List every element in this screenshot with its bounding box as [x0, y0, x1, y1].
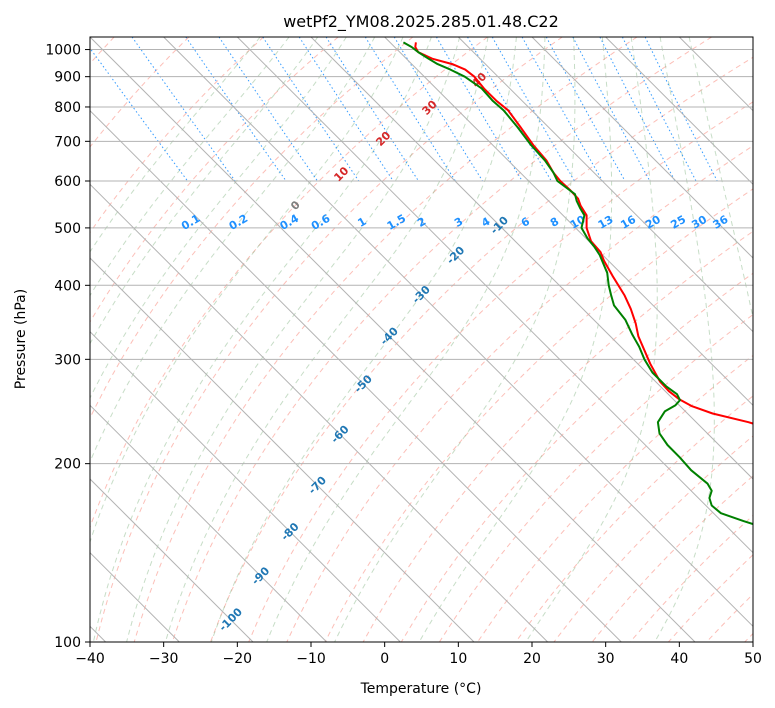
y-tick-label: 1000 — [45, 43, 81, 59]
y-tick-label: 900 — [54, 70, 81, 86]
mixing-ratio-line — [131, 37, 236, 182]
mixing-ratio-line — [364, 37, 456, 182]
mixing-ratio-line — [599, 37, 676, 182]
y-axis-label: Pressure (hPa) — [13, 289, 29, 389]
isotherm-line — [90, 37, 696, 642]
isotherm-line — [457, 37, 753, 333]
x-axis: −40 −30 −20 −10 0 10 20 30 40 50 — [75, 642, 762, 667]
isotherm-line — [236, 37, 753, 554]
mixing-ratio-line — [621, 37, 697, 182]
dry-adiabat-line — [171, 37, 712, 642]
grid-layer — [90, 37, 753, 642]
mixing-ratio-line — [545, 37, 626, 182]
series-layer — [402, 41, 753, 526]
mixing-ratio-line — [262, 37, 360, 182]
y-tick-label: 100 — [54, 635, 81, 651]
moist-adiabat-line — [90, 37, 290, 297]
plot-frame — [89, 36, 754, 643]
dry-adiabat-line — [515, 395, 753, 642]
moist-adiabat-line — [90, 37, 404, 544]
y-tick-label: 600 — [54, 174, 81, 190]
y-axis: 100 200 300 400 500 600 700 800 900 1000 — [45, 43, 90, 651]
moist-adiabat-line — [525, 37, 658, 642]
moist-adiabat-line — [266, 37, 546, 642]
dry-adiabat-line — [400, 272, 753, 642]
y-tick-label: 700 — [54, 134, 81, 150]
moist-adiabat-line — [90, 37, 376, 464]
x-tick-label: −10 — [296, 651, 326, 667]
moist-adiabat-line — [90, 37, 319, 345]
y-tick-label: 500 — [54, 221, 81, 237]
mixing-ratio-line — [572, 37, 651, 182]
y-tick-label: 400 — [54, 278, 81, 294]
x-tick-label: 40 — [670, 651, 688, 667]
dry-adiabat-line — [438, 313, 753, 642]
isotherm-line — [163, 37, 753, 628]
isotherm-line — [90, 330, 401, 642]
dry-adiabat-line — [90, 37, 264, 234]
mixing-ratio-line — [90, 47, 189, 182]
moist-adiabat-line — [164, 37, 489, 642]
isotherm-line — [531, 37, 753, 259]
moist-adiabat-line — [90, 37, 261, 253]
isotherm-line — [90, 257, 475, 642]
temperature-profile-line — [414, 42, 753, 425]
mixing-ratio-line — [393, 37, 483, 182]
y-tick-label: 300 — [54, 352, 81, 368]
x-axis-label: Temperature (°C) — [360, 681, 482, 697]
dry-adiabat-line — [248, 101, 753, 642]
isotherm-line — [90, 404, 328, 642]
x-tick-label: 10 — [449, 651, 467, 667]
moist-adiabat-line — [334, 37, 576, 642]
x-tick-label: 30 — [597, 651, 615, 667]
mixing-ratio-line — [644, 37, 718, 182]
y-tick-label: 200 — [54, 457, 81, 473]
x-tick-label: −20 — [223, 651, 253, 667]
dry-adiabat-line — [95, 37, 563, 642]
isotherm-line — [384, 37, 753, 407]
dry-adiabat-line — [90, 37, 339, 323]
isotherm-line — [310, 37, 753, 480]
plot-area — [90, 37, 753, 642]
dry-adiabat-line — [90, 37, 488, 529]
isotherm-line — [90, 109, 622, 642]
x-tick-label: 0 — [380, 651, 389, 667]
isotherm-line — [90, 183, 549, 642]
dry-adiabat-line — [210, 56, 753, 642]
moist-adiabat-line — [418, 37, 613, 642]
chart-title: wetPf2_YM08.2025.285.01.48.C22 — [283, 12, 559, 32]
dry-adiabat-line — [90, 37, 190, 148]
isotherm-line — [605, 37, 753, 186]
x-tick-label: 50 — [744, 651, 762, 667]
isotherm-line — [90, 478, 254, 642]
dewpoint-profile-line — [402, 41, 753, 526]
y-tick-label: 800 — [54, 100, 81, 116]
moist-adiabat-line — [654, 37, 715, 642]
mixing-ratio-line — [435, 37, 523, 182]
x-tick-label: 20 — [523, 651, 541, 667]
x-tick-label: −30 — [149, 651, 179, 667]
x-tick-label: −40 — [75, 651, 105, 667]
moist-adiabat-line — [90, 37, 347, 400]
